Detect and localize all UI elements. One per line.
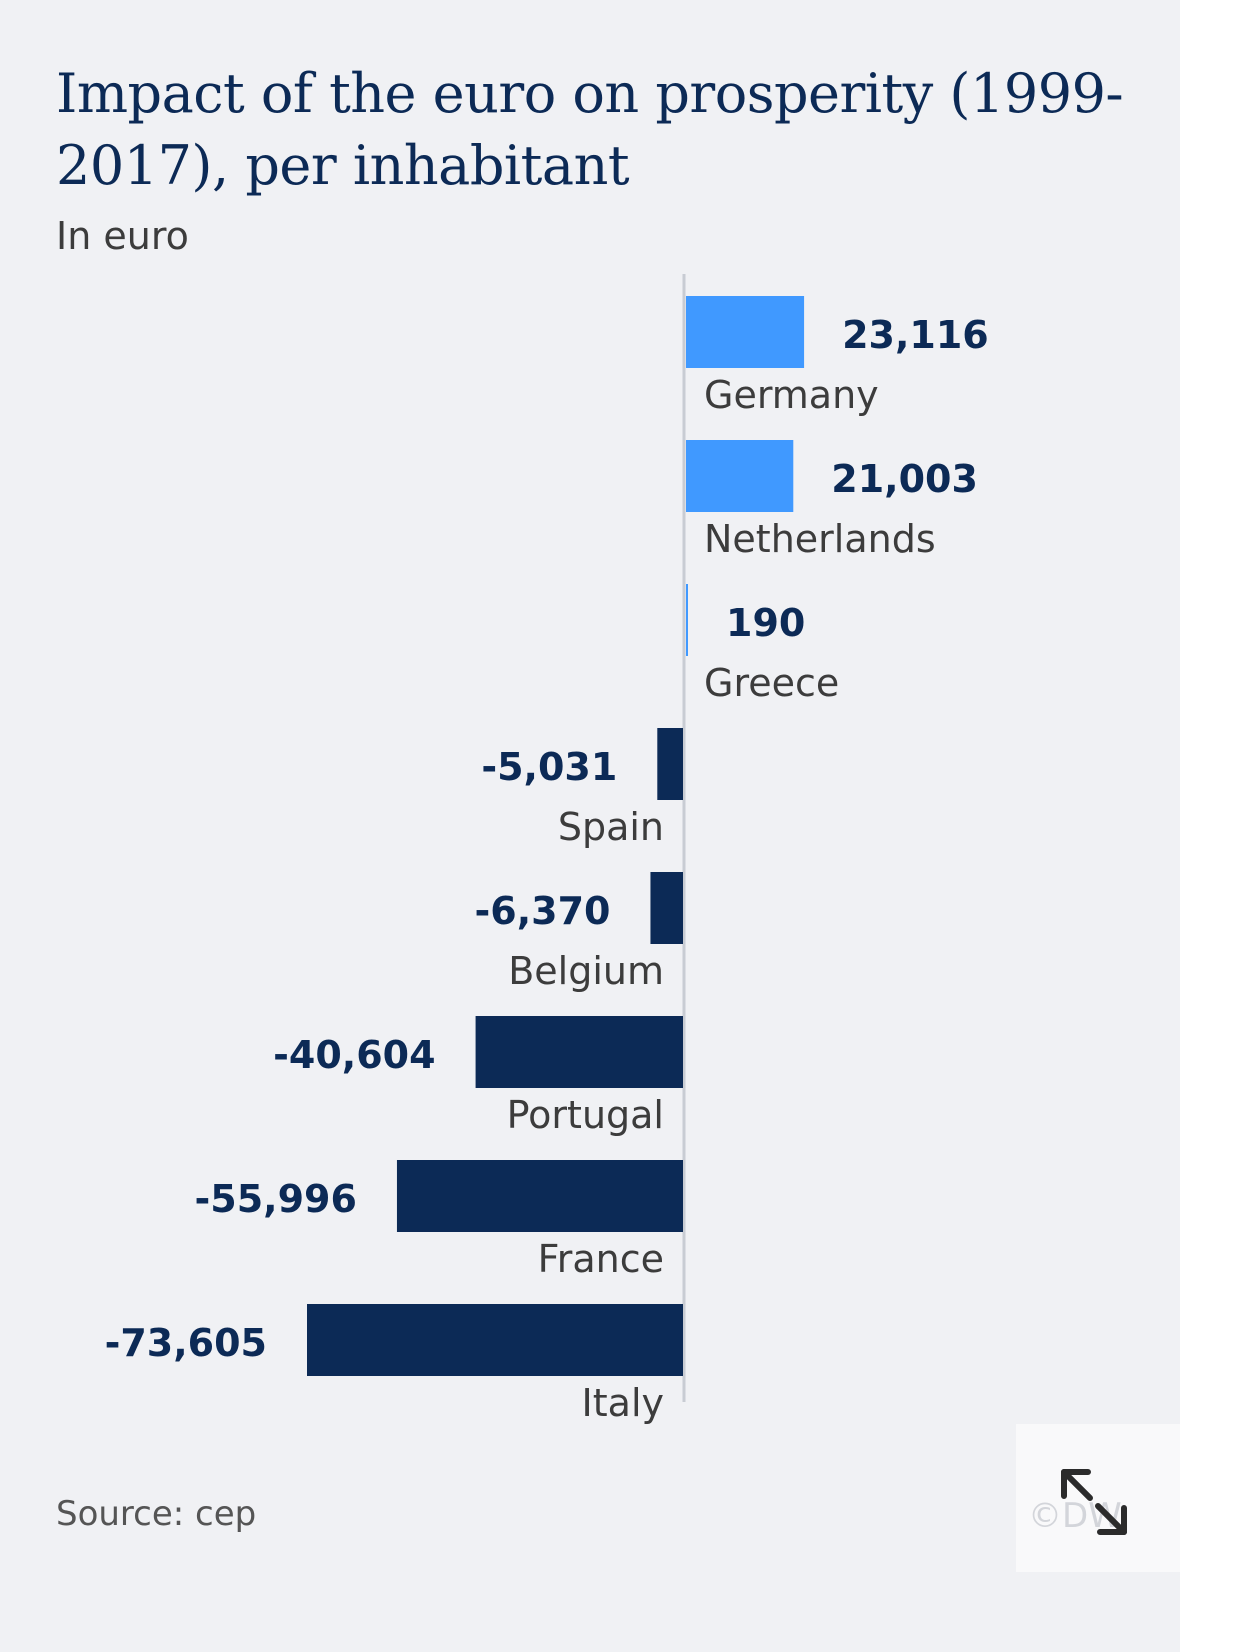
value-label: 23,116	[842, 313, 989, 357]
value-label: -6,370	[474, 889, 610, 933]
category-label: Portugal	[507, 1093, 664, 1137]
chart-card: Impact of the euro on prosperity (1999-2…	[0, 0, 1180, 1652]
bar-greece	[686, 584, 688, 656]
expand-arrows-icon	[1061, 1469, 1127, 1535]
bar-netherlands	[686, 440, 794, 512]
category-label: Belgium	[508, 949, 664, 993]
bars-group: 23,116 Germany 21,003 Netherlands 190 Greece -…	[105, 296, 989, 1425]
bar-italy	[307, 1304, 683, 1376]
category-label: Germany	[704, 373, 879, 417]
value-label: -55,996	[195, 1177, 357, 1221]
category-label: France	[538, 1237, 664, 1281]
chart-title: Impact of the euro on prosperity (1999-2…	[56, 62, 1124, 197]
category-label: Spain	[558, 805, 664, 849]
bar-germany	[686, 296, 805, 368]
bar-spain	[657, 728, 683, 800]
bar-chart: 23,116 Germany 21,003 Netherlands 190 Greece -…	[105, 274, 989, 1425]
bar-portugal	[475, 1016, 683, 1088]
category-label: Netherlands	[704, 517, 936, 561]
bar-belgium	[650, 872, 683, 944]
value-label: 21,003	[831, 457, 978, 501]
value-label: 190	[726, 601, 805, 645]
chart-subtitle: In euro	[56, 214, 189, 258]
expand-button[interactable]: ©DW	[1016, 1424, 1180, 1572]
category-label: Greece	[704, 661, 839, 705]
value-label: -73,605	[105, 1321, 267, 1365]
bar-france	[396, 1160, 683, 1232]
source-note: Source: cep	[56, 1494, 257, 1534]
value-label: -40,604	[273, 1033, 435, 1077]
category-label: Italy	[582, 1381, 664, 1425]
value-label: -5,031	[481, 745, 617, 789]
